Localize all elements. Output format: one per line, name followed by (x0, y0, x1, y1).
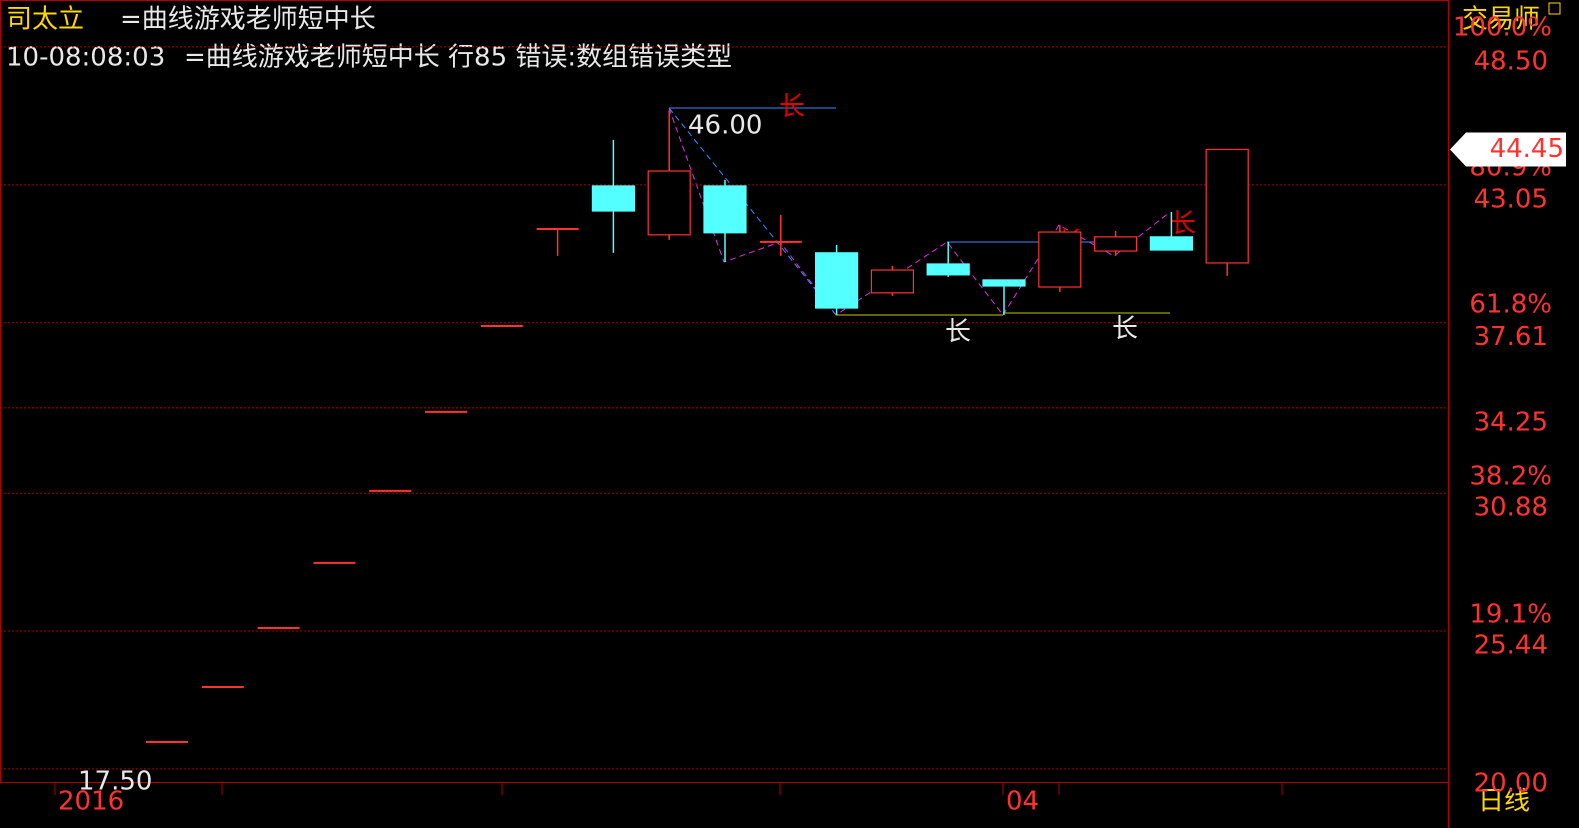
candle-body (926, 263, 970, 276)
fib-label: 19.1% (1469, 600, 1552, 630)
candle-body (703, 185, 747, 234)
candle-body (591, 185, 636, 212)
candle-body (1205, 148, 1249, 264)
annotation: 长 (1112, 314, 1138, 344)
y-tick-label: 37.61 (1474, 322, 1548, 352)
annotation-lines (668, 107, 1171, 316)
panel-label: 交易师 (1462, 5, 1540, 35)
annotation: 长 (945, 317, 971, 347)
fib-label: 100.0% (1453, 13, 1552, 43)
y-tick-label: 25.44 (1474, 631, 1548, 661)
year-label: 2016 (58, 787, 124, 817)
panel-icon[interactable] (1548, 2, 1561, 15)
stock-name: 司太立 (6, 5, 84, 35)
price-tag (1450, 132, 1566, 167)
status-message: =曲线游戏老师短中长 行85 错误:数组错误类型 (184, 43, 732, 73)
candle-body (870, 269, 915, 294)
x-tick-label: 04 (1006, 787, 1039, 817)
formula-name: =曲线游戏老师短中长 (120, 5, 376, 35)
candle-body (1093, 236, 1138, 252)
fib-label: 38.2% (1469, 462, 1552, 492)
candle-body (1038, 231, 1082, 288)
candle-body (982, 279, 1026, 287)
candle-body (1149, 236, 1194, 251)
y-tick-label: 43.05 (1474, 184, 1548, 214)
annotation: 长 (1170, 209, 1196, 239)
low-label: 17.50 (78, 767, 152, 797)
candle-body (814, 252, 859, 309)
price-tag-label: 44.45 (1490, 134, 1564, 164)
fib-label: 61.8% (1469, 290, 1552, 320)
y-tick-label: 30.88 (1474, 493, 1548, 523)
high-label: 46.00 (688, 111, 762, 141)
y-tick-label: 20.00 (1474, 768, 1548, 798)
x-axis-ticks (54, 782, 1283, 795)
annotation: 长 (779, 92, 805, 122)
period-label[interactable]: 日线 (1478, 787, 1530, 817)
candle-body (647, 170, 691, 236)
y-tick-label: 48.50 (1474, 46, 1548, 76)
y-tick-label: 34.25 (1474, 407, 1548, 437)
status-time: 10-08:08:03 (6, 43, 165, 73)
